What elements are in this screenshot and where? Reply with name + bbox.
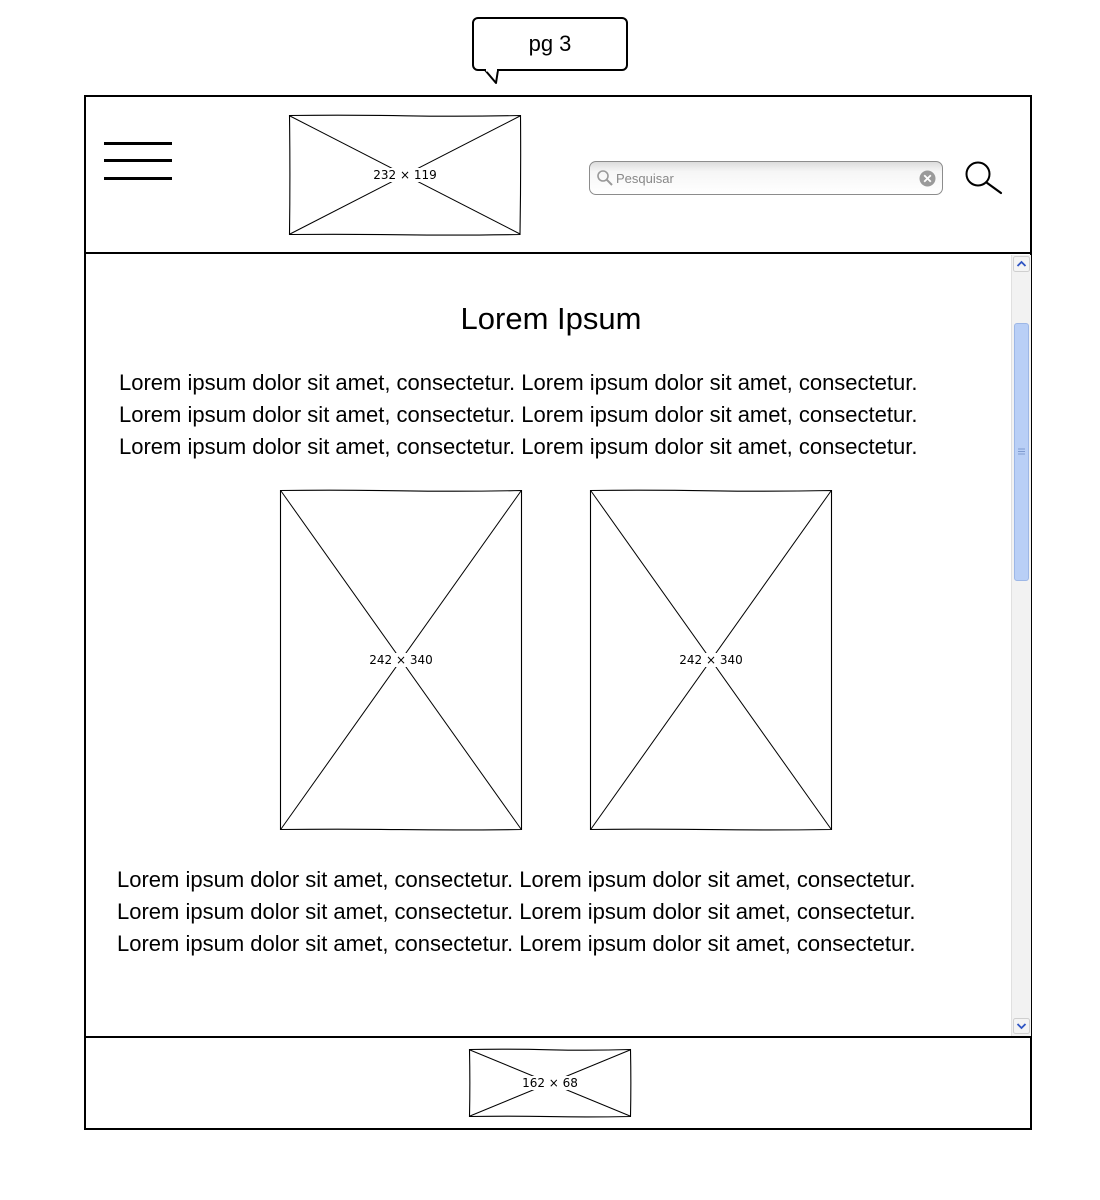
hamburger-menu-icon[interactable]: [104, 142, 172, 182]
wireframe-frame: [84, 95, 1032, 1130]
paragraph-line: Lorem ipsum dolor sit amet, consectetur.…: [119, 434, 918, 459]
paragraph-top: Lorem ipsum dolor sit amet, consectetur.…: [119, 367, 917, 463]
content-image-placeholder: 242 × 340: [279, 489, 523, 831]
page-callout: pg 3: [472, 17, 628, 71]
search-field[interactable]: [589, 161, 943, 195]
paragraph-line: Lorem ipsum dolor sit amet, consectetur.…: [117, 867, 916, 892]
paragraph-line: Lorem ipsum dolor sit amet, consectetur.…: [119, 370, 918, 395]
paragraph-line: Lorem ipsum dolor sit amet, consectetur.…: [119, 402, 918, 427]
paragraph-bottom: Lorem ipsum dolor sit amet, consectetur.…: [117, 864, 915, 960]
vertical-scrollbar[interactable]: [1011, 255, 1031, 1036]
paragraph-line: Lorem ipsum dolor sit amet, consectetur.…: [117, 899, 916, 924]
scrollbar-thumb[interactable]: [1014, 323, 1029, 581]
content-image-placeholder: 242 × 340: [589, 489, 833, 831]
site-header: [84, 95, 1032, 254]
callout-tail: [484, 69, 499, 84]
header-logo-placeholder-label: 232 × 119: [372, 168, 438, 182]
page-callout-text: pg 3: [528, 31, 572, 56]
header-logo-placeholder: 232 × 119: [288, 114, 522, 236]
search-input[interactable]: [616, 168, 908, 188]
scroll-up-arrow-icon[interactable]: [1013, 256, 1030, 272]
page-title: Lorem Ipsum: [460, 301, 642, 336]
footer-logo-placeholder-label: 162 × 68: [521, 1076, 579, 1090]
content-image-placeholder-label: 242 × 340: [678, 653, 744, 667]
search-icon: [597, 170, 613, 186]
paragraph-line: Lorem ipsum dolor sit amet, consectetur.…: [117, 931, 916, 956]
grip-icon: [1018, 448, 1025, 455]
scroll-down-arrow-icon[interactable]: [1013, 1018, 1030, 1034]
clear-icon[interactable]: [919, 170, 936, 187]
content-image-placeholder-label: 242 × 340: [368, 653, 434, 667]
site-footer: [84, 1036, 1032, 1130]
footer-logo-placeholder: 162 × 68: [468, 1048, 632, 1118]
search-button-icon[interactable]: [964, 160, 1004, 198]
